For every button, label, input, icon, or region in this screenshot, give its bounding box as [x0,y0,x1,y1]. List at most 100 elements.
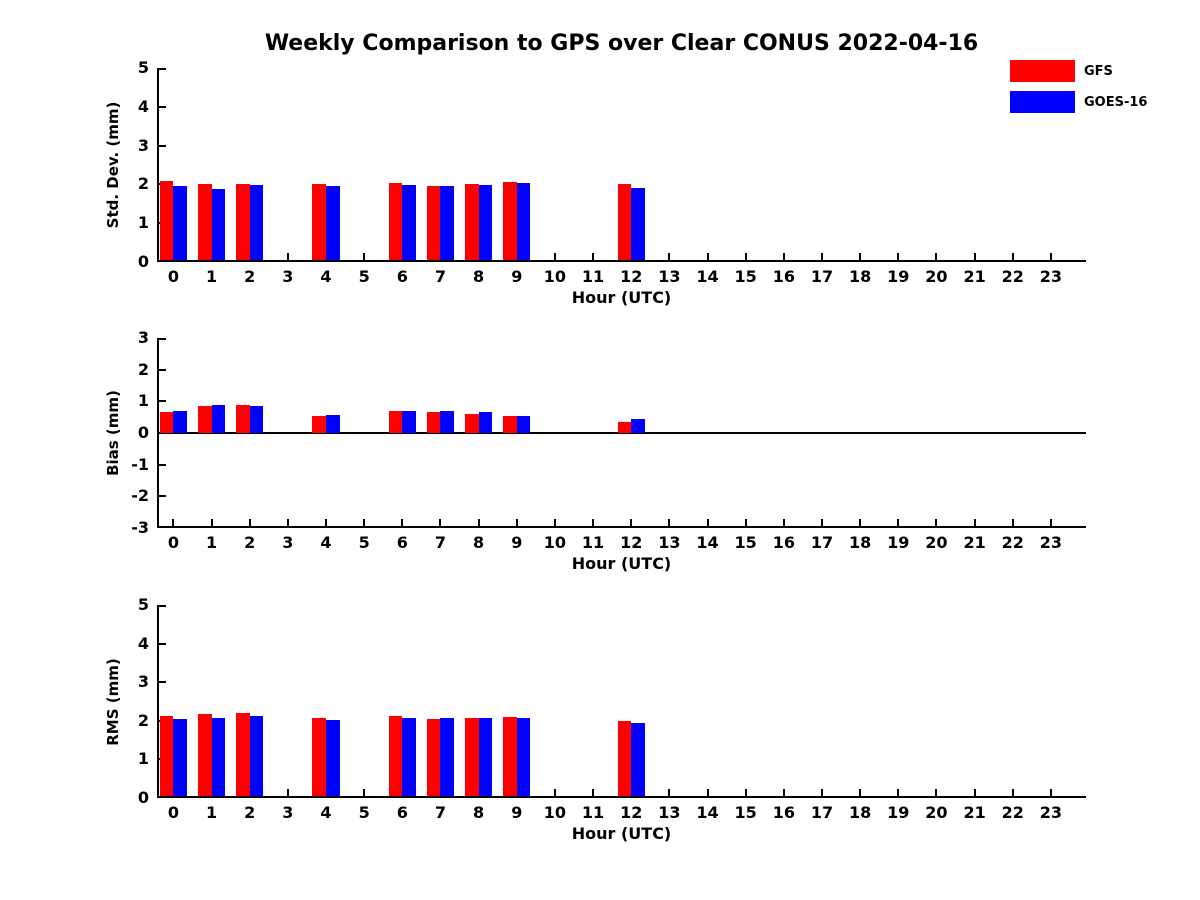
x-tick-label: 14 [696,803,719,822]
x-tick-label: 21 [963,267,986,286]
y-tick-label: -2 [131,486,149,506]
x-tick [973,253,976,260]
x-tick-label: 2 [244,533,256,552]
x-tick [897,519,900,526]
x-tick [744,253,747,260]
x-axis-spine [157,260,1086,262]
panel-bias: -3 -2 -1 0 1 2 3 0 1 2 3 4 5 6 7 8 9 10 11 12 13 14 15 16 17 18 19… [104,329,1086,573]
bar-gfs-h12 [617,421,632,433]
x-tick-label: 9 [511,267,523,286]
x-tick-label: 11 [581,803,605,822]
bar-goes-16-h4 [326,186,340,260]
x-tick-label: 17 [810,803,834,822]
x-tick [439,519,442,526]
legend-entry-gfs: GFS [1010,60,1147,82]
bar-goes-16-h0 [173,186,187,260]
bar-gfs-h4 [312,183,326,260]
bar-goes-16-h12 [631,419,645,433]
x-tick [973,519,976,526]
chart-title: Weekly Comparison to GPS over Clear CONU… [264,31,979,56]
bar-goes-16-h12 [631,722,645,796]
x-tick-label: 0 [167,803,179,822]
x-tick [668,253,671,260]
legend-label-gfs: GFS [1084,63,1113,79]
x-tick-label: 16 [772,267,795,286]
x-tick [935,519,938,526]
x-tick-label: 13 [658,803,681,822]
x-tick-label: 0 [167,267,179,286]
y-tick [159,463,166,466]
x-tick [630,519,633,526]
x-tick [248,519,251,526]
x-tick-label: 20 [925,267,948,286]
bar-gfs-h12 [617,184,632,260]
x-tick [1049,519,1052,526]
x-tick [286,253,289,260]
bar-goes-16-h1 [211,718,226,796]
x-tick [820,519,823,526]
bar-goes-16-h9 [516,415,531,433]
bar-goes-16-h9 [516,718,531,796]
x-axis-spine [157,526,1086,528]
x-tick [820,789,823,796]
x-tick-label: 8 [473,803,485,822]
x-tick-label: 7 [434,267,447,286]
y-tick-label: 1 [137,391,149,411]
x-tick-label: 19 [887,803,910,822]
y-tick [159,368,166,371]
bar-gfs-h4 [312,718,326,796]
bar-goes-16-h8 [478,718,493,796]
bar-gfs-h9 [503,716,517,796]
panel-std-dev: 0 1 2 3 4 5 0 1 2 3 4 5 6 7 8 9 10 11 12 13 14 15 16 17 18 19 20 21… [104,59,1086,307]
x-tick [744,519,747,526]
bar-goes-16-h4 [326,414,340,433]
x-tick [1011,789,1014,796]
y-tick-label: 0 [137,423,149,442]
x-tick [782,253,785,260]
x-tick-label: 5 [358,803,370,822]
x-tick [897,253,900,260]
bar-gfs-h6 [388,411,403,433]
x-tick-label: 7 [434,533,447,552]
y-tick [159,144,166,147]
y-tick [159,495,166,498]
bar-gfs-h7 [426,412,441,433]
x-tick [286,789,289,796]
x-tick-label: 18 [848,803,872,822]
x-tick [859,519,862,526]
x-tick-label: 2 [244,267,256,286]
x-tick-label: 9 [511,533,523,552]
x-tick-label: 11 [581,533,605,552]
bar-gfs-h9 [503,181,517,260]
legend: GFS GOES-16 [1010,60,1147,122]
x-tick-label: 19 [887,267,910,286]
bar-goes-16-h0 [173,410,187,433]
x-tick [401,519,404,526]
bar-goes-16-h6 [402,718,416,796]
bar-goes-16-h7 [440,185,454,260]
y-axis-label: Std. Dev. (mm) [104,101,122,229]
x-tick-label: 9 [511,803,523,822]
bar-gfs-h7 [426,185,441,260]
x-tick-label: 17 [810,267,834,286]
bar-gfs-h8 [465,414,479,433]
x-tick-label: 18 [848,533,872,552]
x-tick [859,789,862,796]
bar-gfs-h6 [388,715,403,796]
x-tick-label: 14 [696,533,719,552]
zero-line [157,432,1086,434]
x-tick-label: 11 [581,267,605,286]
x-tick-label: 5 [358,267,370,286]
y-tick-label: 0 [137,788,149,807]
y-tick [159,260,166,262]
bar-goes-16-h9 [516,183,531,260]
bar-gfs-h6 [388,182,403,260]
bar-gfs-h2 [236,713,250,796]
y-tick-label: 4 [137,633,149,653]
x-tick-label: 22 [1001,533,1024,552]
y-tick-label: -1 [131,454,149,474]
x-tick-label: 6 [396,533,408,552]
y-tick-label: 2 [137,174,149,194]
x-tick-label: 4 [320,803,332,822]
